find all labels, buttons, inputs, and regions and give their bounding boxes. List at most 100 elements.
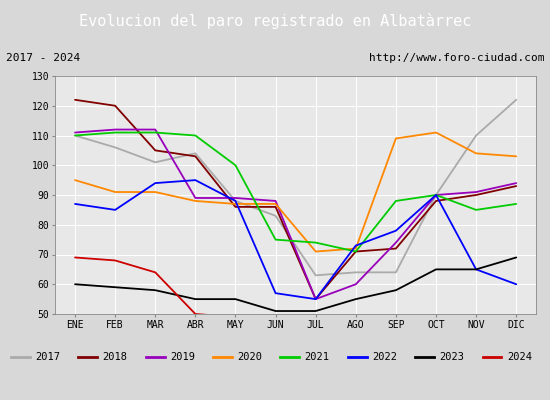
Text: 2017: 2017 [35,352,60,362]
2018 [513,184,520,188]
2023 [312,309,319,314]
2019 [272,198,279,203]
2021 [192,133,199,138]
2018 [353,249,359,254]
2024 [72,255,78,260]
2019 [312,297,319,302]
2022 [232,198,239,203]
2020 [353,246,359,251]
2021 [312,240,319,245]
2019 [433,193,439,198]
2018 [72,98,78,102]
2021 [513,202,520,206]
2023 [353,297,359,302]
2018 [393,246,399,251]
2018 [473,193,480,198]
2022 [473,267,480,272]
Line: 2018: 2018 [75,100,516,299]
2020 [513,154,520,159]
Text: http://www.foro-ciudad.com: http://www.foro-ciudad.com [369,53,544,63]
2024 [112,258,118,263]
Text: 2019: 2019 [170,352,195,362]
2022 [272,291,279,296]
2022 [312,297,319,302]
Text: 2024: 2024 [507,352,532,362]
2019 [112,127,118,132]
2023 [192,297,199,302]
2018 [433,198,439,203]
2021 [473,208,480,212]
Line: 2017: 2017 [75,100,516,275]
2023 [433,267,439,272]
2020 [232,202,239,206]
2022 [433,193,439,198]
2017 [353,270,359,275]
2023 [72,282,78,287]
2022 [152,181,158,186]
Text: 2022: 2022 [372,352,397,362]
2019 [353,282,359,287]
2019 [513,181,520,186]
2022 [72,202,78,206]
2022 [353,243,359,248]
2017 [192,151,199,156]
2018 [272,204,279,209]
2017 [72,133,78,138]
2020 [272,202,279,206]
Text: 2021: 2021 [305,352,329,362]
2017 [513,98,520,102]
2019 [72,130,78,135]
2021 [152,130,158,135]
2021 [72,133,78,138]
2023 [272,309,279,314]
2018 [232,204,239,209]
Text: 2018: 2018 [102,352,128,362]
Line: 2019: 2019 [75,130,516,299]
2017 [393,270,399,275]
2017 [312,273,319,278]
Line: 2022: 2022 [75,180,516,299]
2022 [393,228,399,233]
Text: 2017 - 2024: 2017 - 2024 [6,53,80,63]
2022 [112,208,118,212]
Text: 2020: 2020 [237,352,262,362]
2020 [72,178,78,182]
2023 [393,288,399,293]
2021 [232,163,239,168]
2021 [433,193,439,198]
2019 [473,190,480,194]
2023 [232,297,239,302]
2017 [152,160,158,165]
2023 [513,255,520,260]
2021 [393,198,399,203]
2019 [393,240,399,245]
Line: 2024: 2024 [75,258,235,317]
Text: Evolucion del paro registrado en Albatàrrec: Evolucion del paro registrado en Albatàr… [79,13,471,29]
2018 [152,148,158,153]
2020 [433,130,439,135]
2024 [192,312,199,316]
2024 [152,270,158,275]
2021 [353,249,359,254]
2020 [112,190,118,194]
2020 [152,190,158,194]
2017 [473,133,480,138]
2018 [192,154,199,159]
2020 [473,151,480,156]
2020 [312,249,319,254]
2020 [393,136,399,141]
2020 [192,198,199,203]
2019 [192,196,199,200]
2018 [312,297,319,302]
2022 [513,282,520,287]
2019 [232,196,239,200]
2022 [192,178,199,182]
2021 [272,237,279,242]
2017 [232,198,239,203]
2017 [112,145,118,150]
Line: 2020: 2020 [75,132,516,252]
2023 [112,285,118,290]
2023 [473,267,480,272]
2024 [232,314,239,319]
Line: 2021: 2021 [75,132,516,252]
